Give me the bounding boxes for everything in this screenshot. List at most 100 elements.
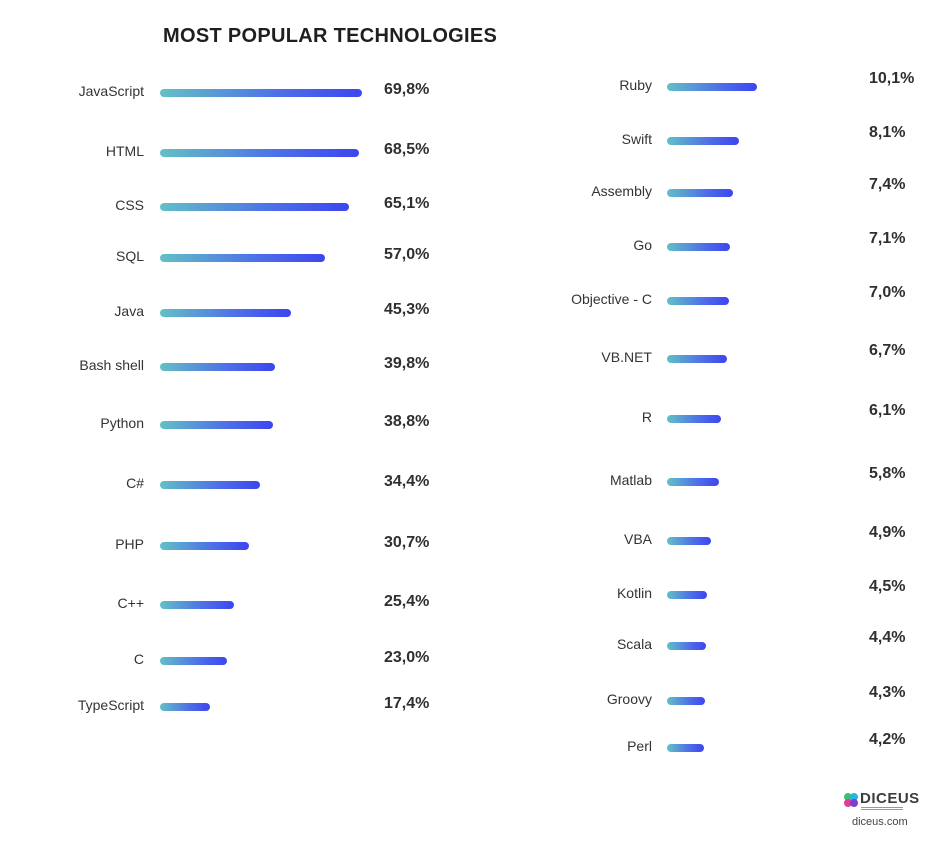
category-label: VB.NET [601, 349, 652, 365]
category-label: Python [100, 415, 144, 431]
category-label: R [641, 409, 652, 425]
value-label: 34,4% [384, 473, 430, 490]
value-label: 25,4% [384, 593, 430, 610]
bar [160, 309, 292, 317]
category-label: Assembly [591, 183, 652, 199]
category-label: Matlab [609, 472, 652, 488]
brand-domain: diceus.com [852, 816, 908, 828]
bar-row: Objective - C 7,0% [0, 284, 950, 312]
bar-row: HTML 68,5% [0, 140, 950, 164]
logo-tagline-graphic [861, 807, 903, 811]
category-label: PHP [115, 536, 144, 552]
chart-title: MOST POPULAR TECHNOLOGIES [163, 25, 498, 47]
value-label: 4,5% [869, 578, 906, 595]
value-label: 7,0% [869, 284, 906, 301]
bar [160, 203, 349, 211]
category-label: Java [114, 303, 144, 319]
category-label: Bash shell [79, 357, 144, 373]
bar-row: Swift 8,1% [0, 124, 950, 152]
value-label: 38,8% [384, 413, 430, 430]
bar-row: R 6,1% [0, 402, 950, 430]
value-label: 57,0% [384, 246, 430, 263]
category-label: C [133, 651, 144, 667]
bar-row: Python 38,8% [0, 412, 950, 436]
diceus-logo: DICEUS [843, 790, 921, 830]
value-label: 65,1% [384, 195, 430, 212]
bar-row: PHP 30,7% [0, 533, 950, 557]
value-label: 17,4% [384, 695, 430, 712]
bar-row: CSS 65,1% [0, 194, 950, 218]
bar-row: Groovy 4,3% [0, 684, 950, 712]
category-label: Groovy [606, 691, 652, 707]
value-label: 39,8% [384, 355, 430, 372]
bar [667, 297, 730, 305]
category-label: C++ [117, 595, 144, 611]
bar [667, 537, 711, 545]
bar [160, 481, 260, 489]
value-label: 7,1% [869, 230, 906, 247]
bar [160, 363, 276, 371]
bar [160, 657, 227, 665]
value-label: 69,8% [384, 81, 430, 98]
bar-row: Java 45,3% [0, 300, 950, 324]
value-label: 4,2% [869, 731, 906, 748]
category-label: SQL [115, 248, 144, 264]
category-label: JavaScript [78, 83, 144, 99]
category-label: C# [126, 475, 144, 491]
bar-row: Kotlin 4,5% [0, 578, 950, 606]
value-label: 7,4% [869, 176, 906, 193]
bar-row: C++ 25,4% [0, 592, 950, 616]
bar-row: TypeScript 17,4% [0, 694, 950, 718]
category-label: Go [633, 237, 652, 253]
bar [160, 89, 363, 97]
value-label: 10,1% [869, 70, 915, 87]
category-label: TypeScript [77, 697, 144, 713]
value-label: 6,1% [869, 402, 906, 419]
logo-wordmark: DICEUS [860, 790, 920, 807]
bar-row: SQL 57,0% [0, 245, 950, 269]
bar [667, 744, 705, 752]
bar [160, 254, 326, 262]
bar [667, 478, 719, 486]
category-label: Perl [627, 738, 652, 754]
bar-row: VB.NET 6,7% [0, 342, 950, 370]
bar-row: C# 34,4% [0, 472, 950, 496]
bar-row: Perl 4,2% [0, 731, 950, 759]
bar-row: Assembly 7,4% [0, 176, 950, 204]
category-label: Scala [616, 636, 652, 652]
bar-row: VBA 4,9% [0, 524, 950, 552]
bar-row: Bash shell 39,8% [0, 354, 950, 378]
bar [667, 642, 707, 650]
bar-row: JavaScript 69,8% [0, 80, 950, 104]
bar [160, 421, 273, 429]
bar-row: Matlab 5,8% [0, 465, 950, 493]
value-label: 68,5% [384, 141, 430, 158]
category-label: CSS [115, 197, 144, 213]
category-label: Ruby [619, 77, 652, 93]
bar-row: Ruby 10,1% [0, 70, 950, 98]
value-label: 4,9% [869, 524, 906, 541]
bar [667, 355, 727, 363]
value-label: 30,7% [384, 534, 430, 551]
bar [160, 542, 250, 550]
value-label: 6,7% [869, 342, 906, 359]
bar [667, 83, 757, 91]
value-label: 4,4% [869, 629, 906, 646]
bar [160, 703, 211, 711]
bar [667, 137, 740, 145]
bar [160, 149, 359, 157]
value-label: 5,8% [869, 465, 906, 482]
value-label: 45,3% [384, 301, 430, 318]
category-label: VBA [623, 531, 652, 547]
bar [667, 697, 706, 705]
bar-row: Go 7,1% [0, 230, 950, 258]
category-label: HTML [105, 143, 144, 159]
value-label: 23,0% [384, 649, 430, 666]
bar-row: C 23,0% [0, 648, 950, 672]
category-label: Swift [621, 131, 652, 147]
category-label: Kotlin [616, 585, 652, 601]
bar [667, 243, 731, 251]
bar [667, 415, 722, 423]
category-label: Objective - C [571, 291, 652, 307]
value-label: 8,1% [869, 124, 906, 141]
